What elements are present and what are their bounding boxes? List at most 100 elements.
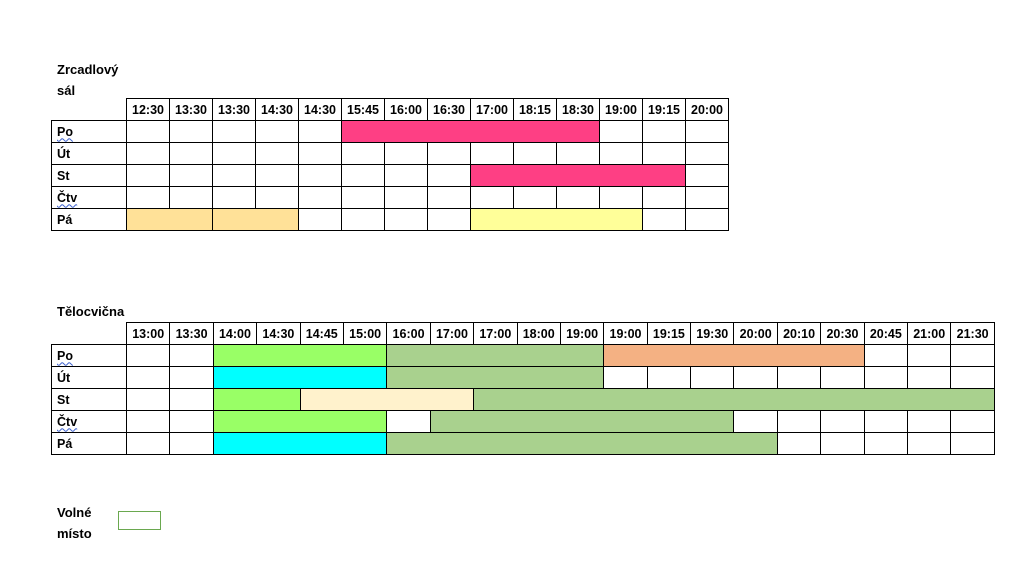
time-header-cell: 20:45 [863,322,909,345]
day-label: Čtv [51,186,127,209]
day-label: Út [51,366,127,389]
empty-slot [169,388,214,411]
legend-label: Volné místo [57,505,92,541]
booked-block [212,366,388,389]
day-row: St [51,388,995,411]
header-corner [51,322,127,345]
empty-slot [298,208,342,231]
empty-slot [556,142,600,165]
empty-slot [907,344,952,367]
empty-slot [642,120,686,143]
time-header-cell: 16:30 [427,98,471,121]
empty-slot [907,432,952,455]
time-header-cell: 19:15 [646,322,692,345]
day-label: Pá [51,432,127,455]
empty-slot [169,164,213,187]
time-header-cell: 16:00 [386,322,431,345]
time-header-cell: 14:45 [299,322,344,345]
telocvicna-title: Tělocvična [57,304,125,319]
time-header-cell: 18:15 [513,98,557,121]
time-header-cell: 19:30 [690,322,735,345]
empty-slot [820,432,865,455]
empty-slot [341,186,385,209]
time-header-cell: 13:30 [169,98,213,121]
empty-slot [125,410,171,433]
time-header-cell: 14:30 [256,322,301,345]
empty-slot [642,142,686,165]
empty-slot [863,344,909,367]
time-header-cell: 17:00 [473,322,518,345]
booked-block [386,432,778,455]
empty-slot [126,120,170,143]
empty-slot [126,142,170,165]
booked-block [212,432,388,455]
empty-slot [126,186,170,209]
day-row: Út [51,142,729,165]
empty-slot [513,142,557,165]
empty-slot [599,186,643,209]
empty-slot [384,142,428,165]
empty-slot [642,186,686,209]
day-label: St [51,164,127,187]
header-corner [51,98,127,121]
empty-slot [950,410,995,433]
time-header-cell: 17:00 [429,322,475,345]
time-header-row: 13:00 13:30 14:00 14:30 14:45 15:00 16:00 17:00… [51,322,995,345]
empty-slot [125,344,171,367]
empty-slot [169,142,213,165]
empty-slot [863,410,909,433]
empty-slot [685,120,729,143]
empty-slot [685,186,729,209]
day-row: Út [51,366,995,389]
day-row: Pá [51,208,729,231]
empty-slot [341,208,385,231]
empty-slot [820,366,865,389]
empty-slot [384,208,428,231]
empty-slot [685,142,729,165]
time-header-cell: 17:00 [470,98,514,121]
time-header-cell: 13:00 [125,322,171,345]
time-header-cell: 19:15 [642,98,686,121]
empty-slot [125,388,171,411]
time-header-cell: 13:30 [169,322,214,345]
empty-slot [255,186,299,209]
empty-slot [776,410,822,433]
time-header-cell: 20:00 [733,322,778,345]
empty-slot [169,344,214,367]
booked-block [473,388,995,411]
empty-slot [169,410,214,433]
time-header-cell: 14:00 [212,322,258,345]
time-header-cell: 16:00 [384,98,428,121]
time-header-cell: 20:00 [685,98,729,121]
time-header-cell: 20:30 [820,322,865,345]
booked-block [212,208,299,231]
empty-slot [820,410,865,433]
time-header-cell: 12:30 [126,98,170,121]
day-label: Po [51,120,127,143]
empty-slot [169,432,214,455]
empty-slot [125,432,171,455]
day-label: Út [51,142,127,165]
empty-slot [907,366,952,389]
empty-slot [212,164,256,187]
day-row: Po [51,344,995,367]
empty-slot [556,186,600,209]
empty-slot [341,164,385,187]
booked-block [386,344,605,367]
time-header-cell: 15:45 [341,98,385,121]
empty-slot [642,208,686,231]
booked-block [429,410,735,433]
day-row: Po [51,120,729,143]
empty-slot [169,120,213,143]
empty-slot [255,120,299,143]
empty-slot [599,120,643,143]
empty-slot [470,186,514,209]
legend-swatch-free [118,511,161,530]
empty-slot [341,142,385,165]
empty-slot [907,410,952,433]
empty-slot [125,366,171,389]
time-header-cell: 19:00 [559,322,605,345]
time-header-cell: 18:30 [556,98,600,121]
empty-slot [603,366,648,389]
booked-block [212,344,388,367]
